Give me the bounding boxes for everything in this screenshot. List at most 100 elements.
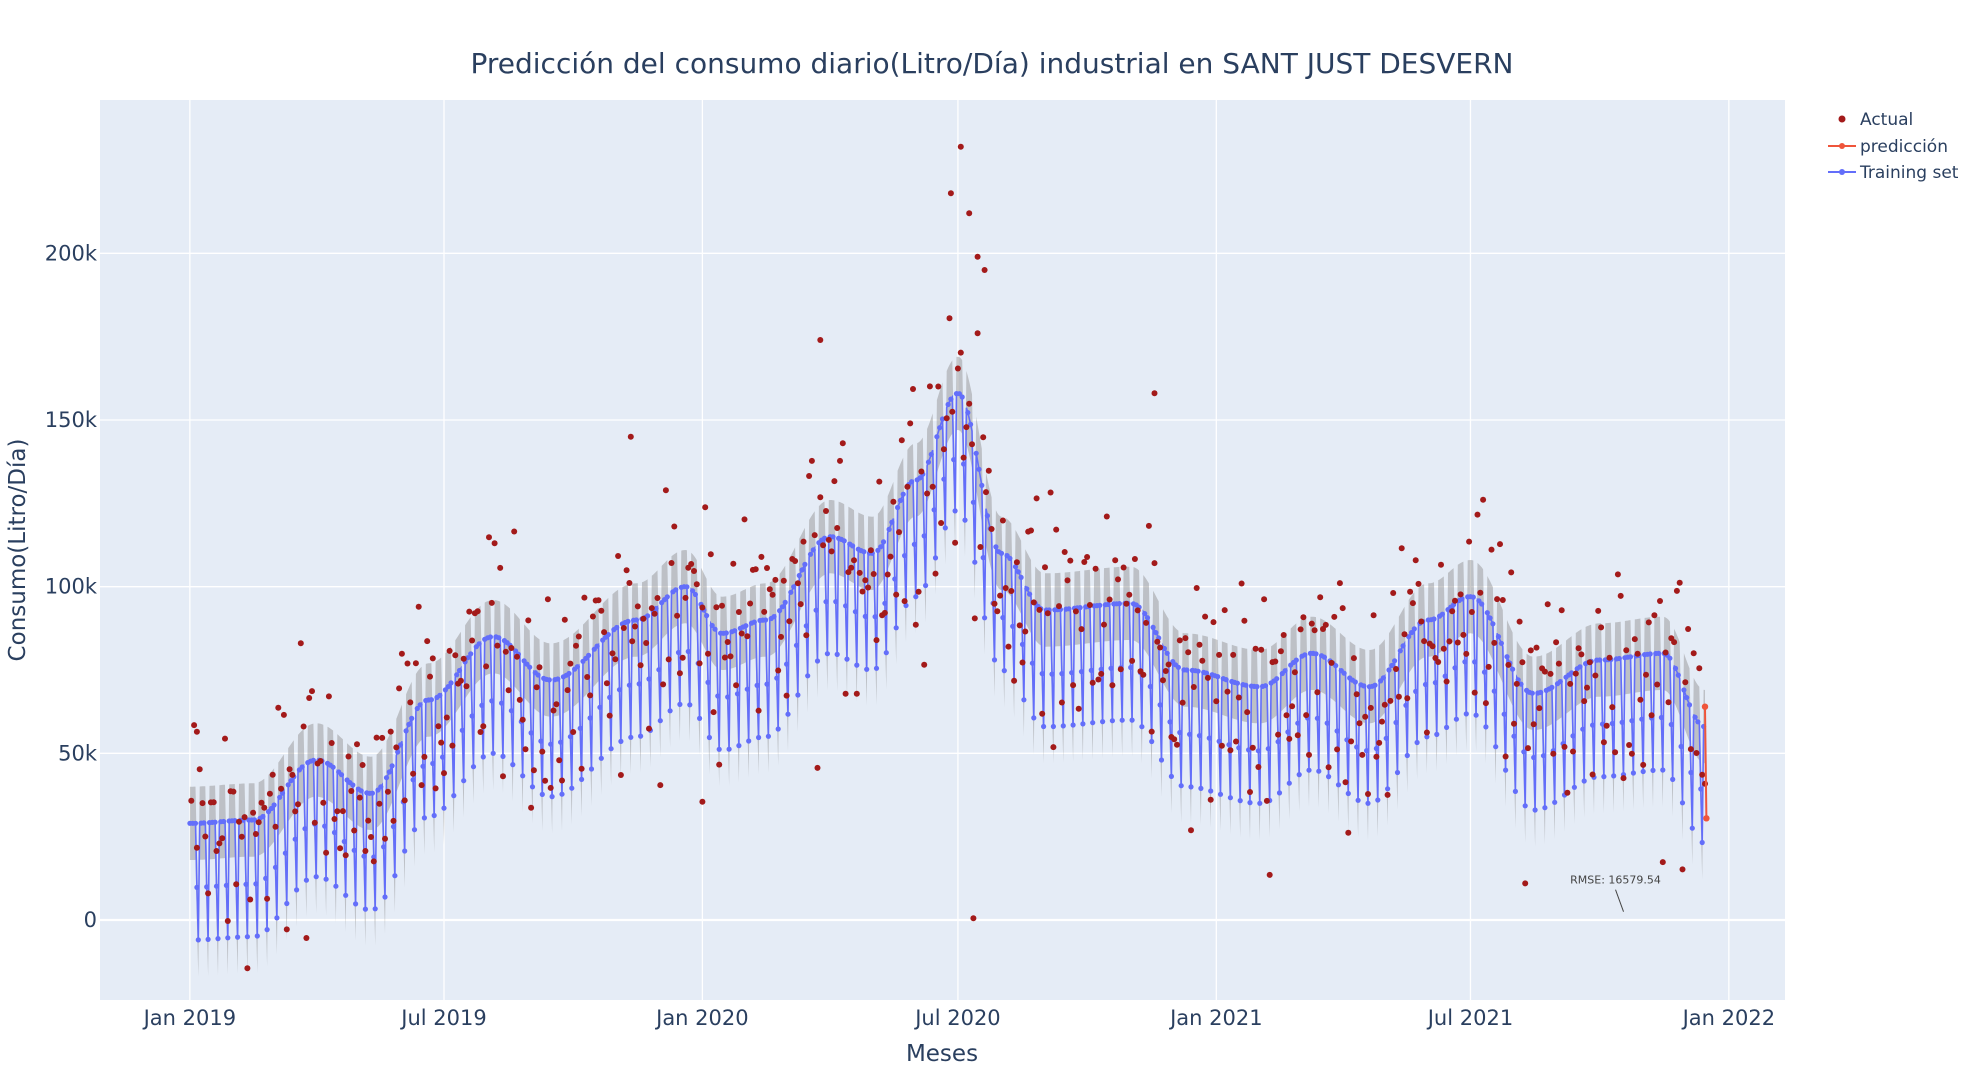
training-point (802, 561, 808, 568)
training-point (1078, 669, 1085, 675)
training-point (771, 614, 777, 620)
actual-point (1308, 620, 1315, 627)
actual-point (1693, 750, 1700, 756)
training-point (751, 619, 757, 625)
actual-point (646, 725, 652, 732)
training-point (962, 517, 968, 523)
training-point (764, 681, 770, 687)
training-point (1206, 735, 1212, 741)
training-point (784, 661, 790, 667)
actual-point (1685, 626, 1692, 632)
actual-point (870, 571, 877, 577)
legend-item-training-set[interactable]: Training set (1828, 163, 1959, 183)
training-point (292, 836, 298, 842)
prediction-line (1704, 706, 1708, 819)
actual-point (1176, 637, 1183, 644)
legend-item-actual[interactable]: Actual (1838, 110, 1914, 130)
training-point (645, 613, 651, 619)
training-point (1650, 767, 1656, 774)
training-point (1529, 690, 1535, 696)
training-point (734, 691, 741, 697)
actual-point (1002, 585, 1009, 591)
actual-point (1339, 605, 1346, 612)
actual-point (418, 782, 425, 789)
actual-point (500, 773, 506, 780)
actual-point (907, 420, 914, 427)
actual-point (1648, 712, 1655, 719)
actual-point (926, 383, 933, 390)
training-point (362, 906, 368, 912)
actual-point (1022, 628, 1029, 635)
actual-point (1620, 775, 1627, 782)
training-point (1255, 748, 1261, 754)
actual-point (427, 673, 433, 680)
actual-point (794, 580, 801, 587)
training-point (1521, 749, 1527, 755)
training-point (618, 738, 624, 745)
training-point (1394, 769, 1401, 776)
training-point (1675, 672, 1681, 678)
training-point (1408, 630, 1415, 636)
actual-point (1047, 489, 1054, 496)
actual-point (957, 349, 964, 356)
actual-point (820, 542, 827, 549)
actual-point (615, 553, 622, 559)
actual-point (356, 794, 363, 801)
actual-point (654, 595, 661, 601)
actual-point (1227, 747, 1234, 754)
training-point (796, 572, 802, 579)
training-point (834, 651, 840, 658)
training-point (508, 708, 514, 714)
training-point (1403, 702, 1409, 708)
actual-point (443, 714, 450, 721)
actual-point (705, 650, 711, 657)
training-point (389, 763, 395, 769)
training-point (1479, 601, 1485, 607)
training-point (263, 875, 269, 882)
training-point (1352, 679, 1358, 685)
actual-point (1067, 557, 1074, 564)
actual-point (1314, 689, 1321, 696)
actual-point (483, 663, 490, 670)
actual-point (1286, 735, 1293, 742)
actual-point (1050, 744, 1057, 751)
training-point (1116, 601, 1122, 607)
actual-point (935, 383, 942, 390)
actual-point (1555, 660, 1562, 667)
actual-point (1446, 638, 1453, 645)
actual-point (1098, 670, 1105, 677)
actual-point (213, 848, 220, 854)
training-point (913, 594, 919, 600)
training-point (1656, 650, 1662, 657)
training-point (1439, 611, 1445, 617)
actual-point (1362, 713, 1369, 720)
y-tick-label: 50k (58, 741, 98, 765)
training-point (1313, 651, 1319, 657)
y-tick-label: 0 (84, 908, 97, 932)
training-point (1243, 682, 1249, 688)
actual-point (247, 896, 254, 903)
training-point (431, 812, 437, 819)
actual-point (1303, 712, 1310, 719)
training-point (1681, 687, 1687, 693)
actual-point (508, 645, 515, 651)
actual-point (370, 858, 377, 865)
training-point (1105, 601, 1111, 608)
actual-point (946, 315, 953, 322)
actual-point (1586, 659, 1593, 666)
legend-item-prediccion[interactable]: predicción (1828, 137, 1948, 157)
training-point (428, 697, 434, 703)
actual-point (1306, 751, 1312, 758)
training-point (451, 793, 457, 799)
training-point (549, 794, 555, 800)
actual-point (1336, 580, 1343, 587)
training-point (872, 614, 878, 620)
actual-point (1381, 701, 1388, 708)
training-point (979, 482, 985, 488)
actual-point (1042, 564, 1048, 571)
actual-point (1064, 577, 1071, 584)
actual-point (780, 577, 787, 584)
actual-point (758, 553, 765, 560)
training-point (1178, 783, 1184, 789)
actual-point (1221, 607, 1228, 614)
